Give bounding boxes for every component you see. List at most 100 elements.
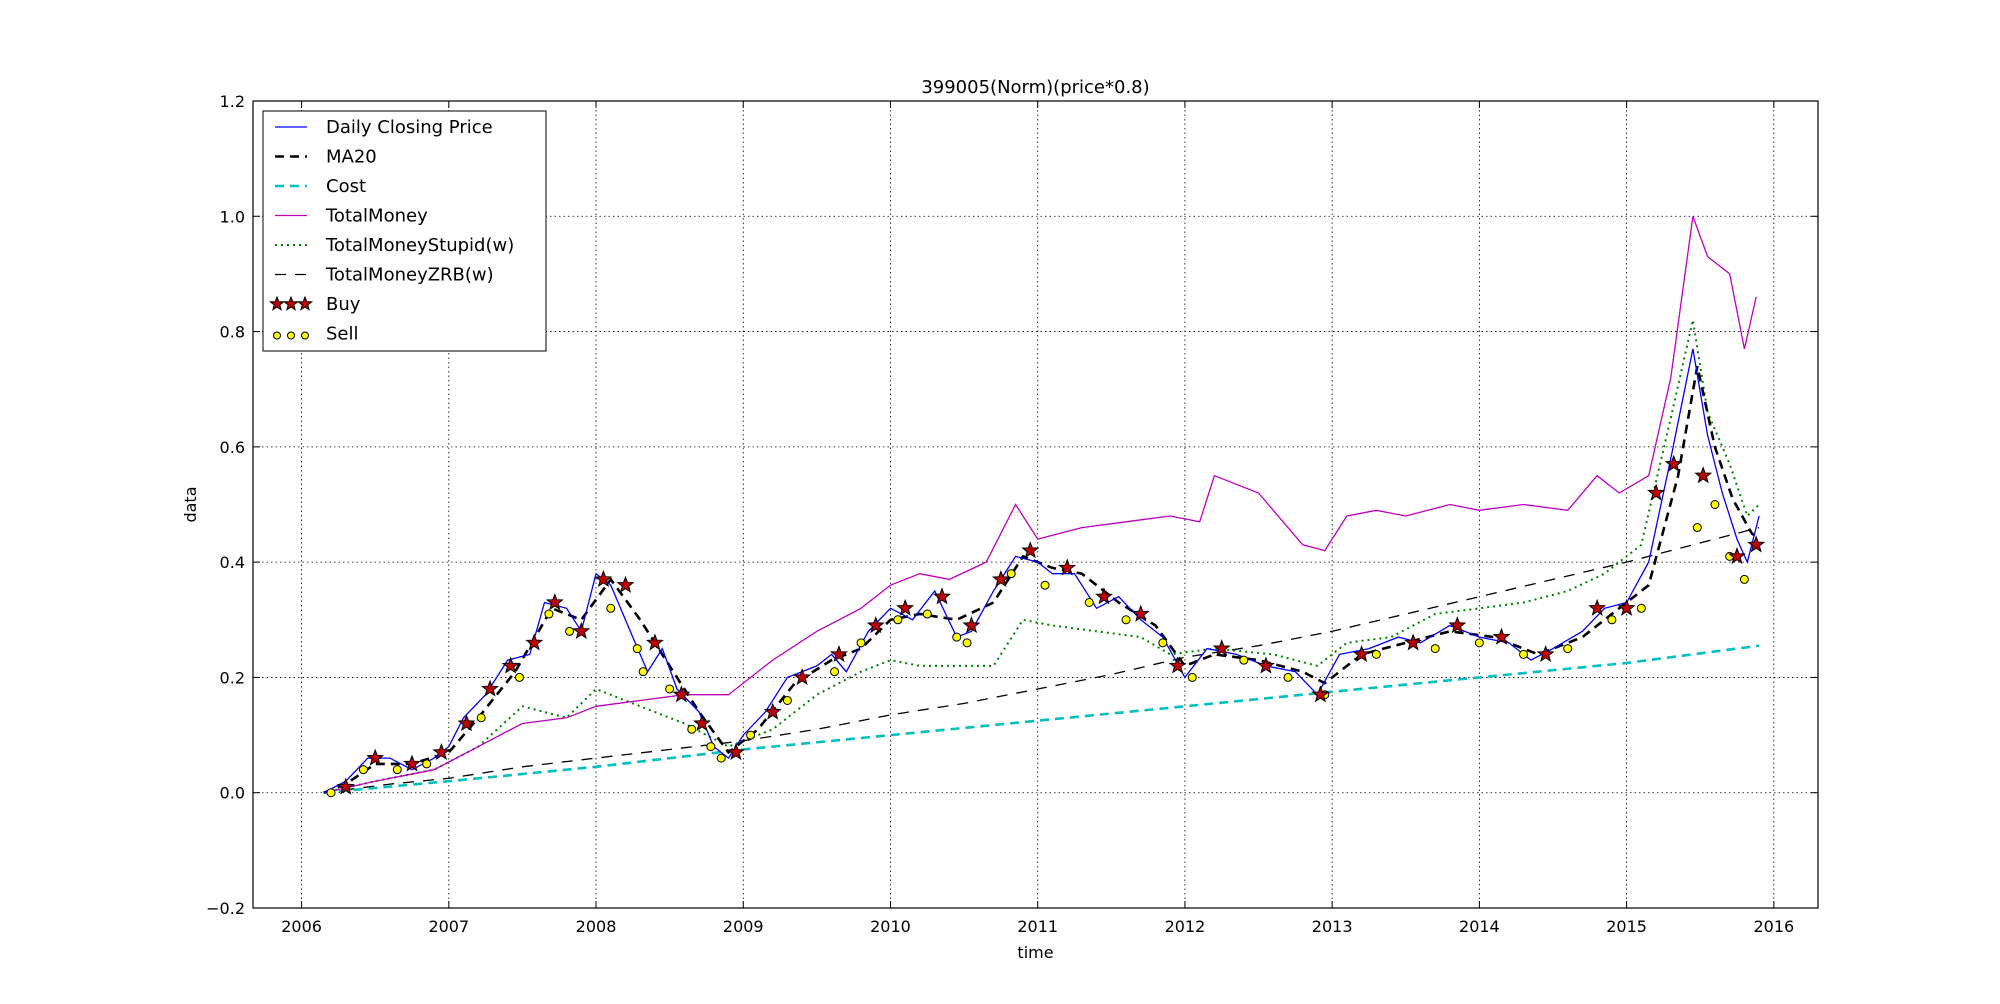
y-axis-label: data <box>181 486 200 522</box>
sell-marker <box>922 609 932 619</box>
y-tick-label: 0.8 <box>220 323 245 342</box>
sell-marker <box>1710 500 1720 509</box>
x-tick-label: 2008 <box>576 917 617 936</box>
legend-swatch <box>287 331 295 340</box>
sell-marker <box>1739 574 1749 584</box>
buy-marker <box>1352 644 1371 662</box>
sell-marker <box>830 667 840 677</box>
buy-marker <box>1617 598 1636 616</box>
sell-marker <box>326 788 336 798</box>
sell-marker <box>952 632 962 642</box>
y-tick-label: 0.4 <box>220 553 245 572</box>
buy-marker <box>1694 466 1713 484</box>
legend-item-buy: Buy <box>268 294 361 315</box>
sell-marker <box>606 603 616 613</box>
buy-marker <box>933 587 951 605</box>
legend-label: Sell <box>326 324 359 345</box>
buy-marker <box>1311 685 1330 703</box>
buy-marker <box>572 621 591 639</box>
x-tick-label: 2007 <box>428 917 469 936</box>
legend-item-sell: Sell <box>273 324 359 345</box>
x-tick-label: 2012 <box>1165 917 1206 936</box>
buy-marker <box>726 743 745 760</box>
buy-marker <box>829 644 848 662</box>
buy-marker <box>962 616 981 634</box>
sell-marker <box>1519 649 1529 659</box>
series-line-totalmoneyzrb-w <box>323 526 1760 794</box>
series-line-totalmoneystupid-w <box>323 319 1760 794</box>
sell-marker <box>716 753 726 763</box>
sell-marker <box>1563 644 1573 654</box>
legend-box <box>262 110 547 352</box>
buy-marker <box>457 714 476 732</box>
sell-marker <box>1371 649 1381 659</box>
sell-marker <box>1636 603 1646 613</box>
x-tick-label: 2015 <box>1606 917 1647 936</box>
sell-marker <box>422 759 432 769</box>
buy-marker <box>1212 639 1231 657</box>
buy-marker <box>1747 535 1766 553</box>
legend-label: Buy <box>326 294 361 315</box>
legend-label: TotalMoneyStupid(w) <box>325 235 514 256</box>
plot-frame <box>252 100 1819 909</box>
y-tick-label: 0.2 <box>220 668 245 687</box>
sell-marker <box>962 638 972 648</box>
y-tick-label: 0.6 <box>220 438 245 457</box>
sell-marker <box>665 684 675 694</box>
buy-marker <box>1131 604 1150 622</box>
buy-marker <box>616 575 635 593</box>
legend-swatch <box>296 295 314 311</box>
legend-item-totalmoney: TotalMoney <box>275 206 428 227</box>
buy-marker <box>501 656 520 674</box>
sell-marker <box>1084 597 1094 607</box>
sell-marker <box>358 765 368 775</box>
y-tick-label: 0.0 <box>220 784 245 803</box>
sell-marker <box>514 672 524 682</box>
sell-marker <box>782 695 792 705</box>
sell-marker <box>893 615 903 625</box>
x-tick-label: 2011 <box>1017 917 1058 936</box>
buy-marker <box>645 633 664 651</box>
buy-marker <box>1492 627 1511 645</box>
buy-marker <box>1588 598 1607 616</box>
buy-marker <box>1058 558 1077 576</box>
buy-marker <box>672 685 691 703</box>
buy-marker <box>1647 483 1666 501</box>
legend-label: MA20 <box>326 147 377 168</box>
buy-marker <box>896 598 915 616</box>
buy-marker <box>866 616 885 634</box>
legend-swatch <box>268 295 286 311</box>
sell-marker <box>1692 523 1702 533</box>
sell-marker <box>392 765 402 775</box>
sell-marker <box>1187 672 1197 682</box>
buy-marker <box>545 593 564 611</box>
sell-marker <box>1158 638 1168 648</box>
marker-layer <box>326 454 1766 798</box>
legend-label: TotalMoney <box>325 206 428 227</box>
buy-marker <box>336 777 355 795</box>
buy-marker <box>594 569 613 588</box>
sell-marker <box>746 730 756 740</box>
sell-marker <box>1430 644 1440 654</box>
legend-item-totalmoneystupid-w: TotalMoneyStupid(w) <box>275 235 514 256</box>
sell-marker <box>1040 580 1050 590</box>
legend-label: TotalMoneyZRB(w) <box>325 265 494 286</box>
legend-swatch <box>273 331 281 340</box>
x-tick-label: 2010 <box>870 917 911 936</box>
x-tick-label: 2014 <box>1459 917 1500 936</box>
sell-marker <box>476 713 486 723</box>
legend-item-ma20: MA20 <box>275 147 377 168</box>
x-tick-label: 2013 <box>1312 917 1353 936</box>
sell-marker <box>632 644 642 654</box>
y-tick-label: 1.2 <box>220 92 245 111</box>
buy-marker <box>1095 587 1113 605</box>
buy-marker <box>793 667 812 686</box>
x-tick-label: 2006 <box>281 917 322 936</box>
buy-marker <box>432 742 451 760</box>
legend-item-daily-closing-price: Daily Closing Price <box>275 117 493 138</box>
legend-item-cost: Cost <box>275 176 366 197</box>
sell-marker <box>687 724 697 734</box>
sell-marker <box>706 742 716 752</box>
sell-marker <box>544 609 554 619</box>
